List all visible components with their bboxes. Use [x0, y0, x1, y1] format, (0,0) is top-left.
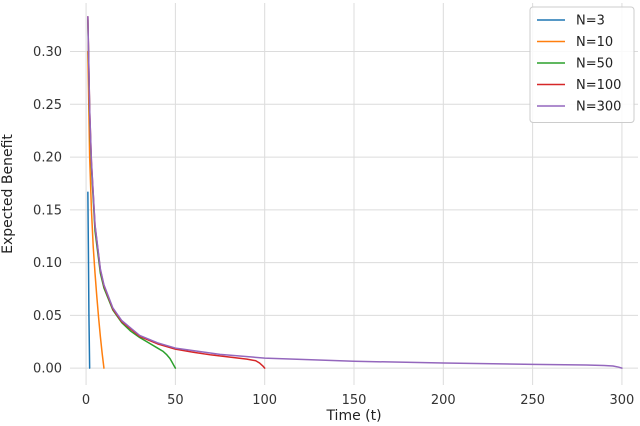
y-tick-label: 0.15 [33, 203, 62, 218]
x-tick-label: 300 [610, 393, 635, 408]
y-tick-label: 0.25 [33, 98, 62, 113]
y-tick-label: 0.30 [33, 45, 62, 60]
x-axis-label: Time (t) [325, 408, 381, 424]
grid [70, 3, 638, 385]
x-tick-label: 150 [342, 393, 367, 408]
legend-label: N=50 [576, 57, 613, 72]
y-tick-label: 0.10 [33, 256, 62, 271]
legend-label: N=300 [576, 100, 621, 115]
legend-label: N=100 [576, 78, 621, 93]
x-tick-label: 0 [82, 393, 90, 408]
tick-labels: 0 50 100 150 200 250 300 0.00 0.05 0.10 0.15 0.20 0.… [33, 45, 634, 408]
x-tick-label: 200 [431, 393, 456, 408]
series-lines [87, 15, 623, 369]
y-axis-label: Expected Benefit [0, 134, 16, 254]
x-tick-label: 250 [520, 393, 545, 408]
legend-label: N=3 [576, 14, 605, 29]
series-line-n-300 [87, 15, 623, 369]
x-tick-label: 100 [252, 393, 277, 408]
y-tick-label: 0.05 [33, 309, 62, 324]
x-tick-label: 50 [167, 393, 184, 408]
legend-label: N=10 [576, 35, 613, 50]
y-tick-label: 0.00 [33, 362, 62, 377]
series-line-n-3 [87, 191, 91, 369]
series-line-n-10 [87, 50, 105, 369]
y-tick-label: 0.20 [33, 151, 62, 166]
legend-box [529, 6, 635, 123]
legend: N=3 N=10 N=50 N=100 N=300 [529, 6, 635, 123]
